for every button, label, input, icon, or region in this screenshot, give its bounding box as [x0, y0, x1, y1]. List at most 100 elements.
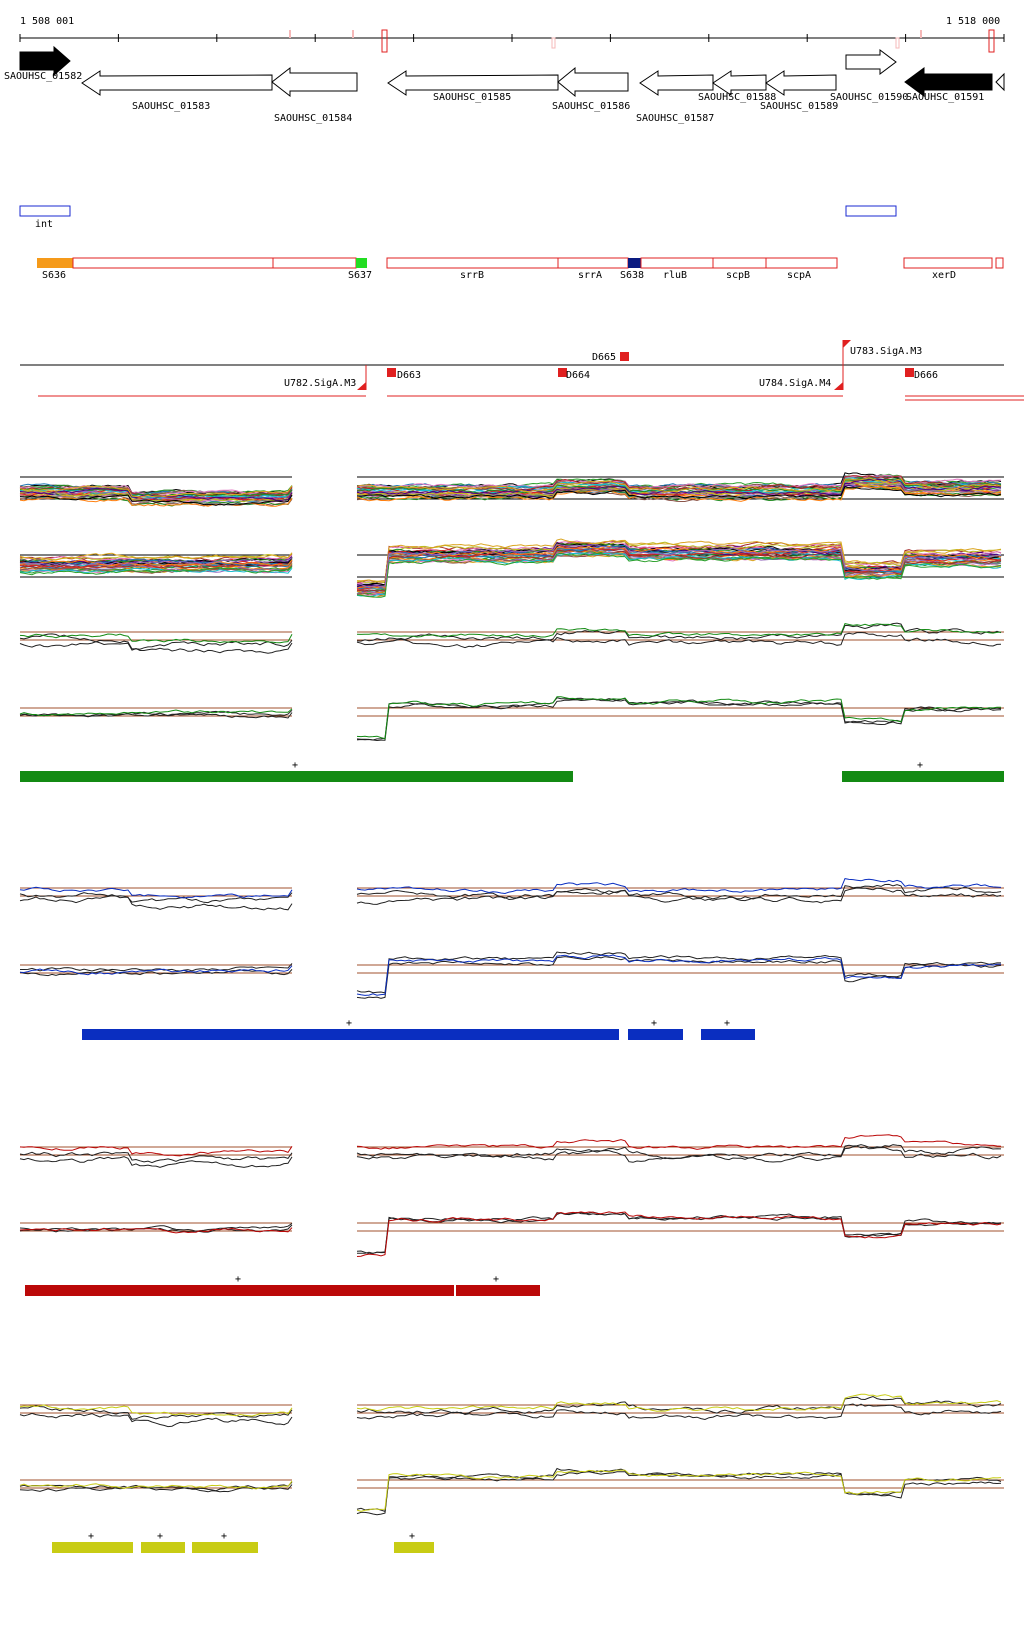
gene-arrow[interactable] [557, 66, 629, 98]
condition-profile-panel [19, 1134, 1004, 1257]
profile-trace [356, 544, 1002, 590]
condition-profile-panel [19, 1393, 1004, 1516]
profile-trace [356, 552, 1002, 598]
promoter-flag[interactable] [620, 352, 629, 361]
condition-bar[interactable] [394, 1542, 434, 1553]
condition-bar[interactable] [192, 1542, 258, 1553]
profile-trace [356, 538, 1002, 582]
profile-trace [356, 697, 1002, 742]
condition-profile-panel [19, 878, 1004, 999]
profile-trace [19, 1480, 293, 1490]
profile-trace [19, 892, 293, 904]
profile-trace [356, 552, 1002, 598]
profile-trace [19, 484, 293, 495]
segment-box[interactable] [37, 258, 73, 268]
profile-trace [356, 1211, 1001, 1254]
gene-arrow[interactable] [271, 66, 358, 98]
segment-label: S638 [620, 270, 644, 281]
segment-box[interactable] [386, 257, 559, 269]
profile-trace [19, 1156, 293, 1168]
segment-box[interactable] [995, 257, 1004, 269]
segment-label: xerD [932, 270, 956, 281]
gene-arrow[interactable] [639, 70, 714, 96]
promoter-flag[interactable] [834, 382, 843, 390]
ruler-end-label: 1 518 000 [946, 16, 1000, 27]
plus-marker: + [235, 1274, 241, 1285]
profile-trace [20, 963, 293, 972]
gene-arrow[interactable] [19, 45, 71, 77]
profile-trace [356, 956, 1002, 999]
segment-box[interactable] [272, 257, 357, 269]
plus-marker: + [221, 1531, 227, 1542]
annotation-box[interactable] [845, 205, 897, 217]
segment-box[interactable] [628, 258, 641, 268]
condition-bar[interactable] [82, 1029, 619, 1040]
condition-bar[interactable] [456, 1285, 540, 1296]
gene-arrow[interactable] [712, 70, 767, 96]
promoter-flag[interactable] [905, 368, 914, 377]
profile-trace [19, 886, 293, 899]
segment-box[interactable] [557, 257, 629, 269]
profile-trace [19, 552, 293, 561]
ruler-red-marks [289, 29, 995, 53]
plus-marker: + [292, 760, 298, 771]
segment-box[interactable] [765, 257, 838, 269]
gene-arrow[interactable] [765, 70, 837, 96]
segment-box[interactable] [903, 257, 993, 269]
profile-trace [19, 1484, 293, 1493]
profile-trace [356, 475, 1002, 492]
segment-box[interactable] [712, 257, 767, 269]
gene-label: SAOUHSC_01589 [760, 101, 838, 112]
profile-trace [19, 487, 293, 502]
profile-trace [356, 631, 1002, 649]
gene-label: SAOUHSC_01587 [636, 113, 714, 124]
promoter-flag[interactable] [843, 340, 851, 348]
profile-trace [19, 494, 293, 506]
gene-label: SAOUHSC_01588 [698, 92, 776, 103]
profile-trace [19, 1227, 293, 1234]
profile-trace [356, 954, 1001, 996]
profile-trace [19, 1151, 293, 1164]
condition-bar[interactable] [52, 1542, 133, 1553]
profile-trace [356, 696, 1002, 740]
segment-box[interactable] [356, 258, 367, 268]
condition-bar[interactable] [842, 771, 1004, 782]
red-condition-bars: + + [25, 1274, 540, 1296]
promoter-label: U784.SigA.M4 [759, 378, 831, 389]
profile-trace [356, 481, 1002, 500]
gene-arrow[interactable] [387, 70, 559, 96]
annotation-box[interactable] [19, 205, 71, 217]
gene-arrow[interactable] [845, 49, 897, 75]
profile-trace [19, 633, 293, 650]
condition-bar[interactable] [20, 771, 573, 782]
profile-trace [19, 969, 293, 977]
gene-arrow[interactable] [995, 72, 1005, 92]
plus-marker: + [493, 1274, 499, 1285]
ruler-start-label: 1 508 001 [20, 16, 74, 27]
gene-arrow[interactable] [81, 70, 273, 96]
condition-bar[interactable] [141, 1542, 185, 1553]
condition-bar[interactable] [628, 1029, 683, 1040]
profile-trace [19, 1146, 293, 1157]
promoter-flag[interactable] [558, 368, 567, 377]
profile-trace [356, 543, 1002, 588]
condition-bar[interactable] [25, 1285, 454, 1296]
segment-box[interactable] [640, 257, 714, 269]
profile-trace [356, 1211, 1002, 1257]
condition-bar[interactable] [701, 1029, 755, 1040]
promoter-flag[interactable] [387, 368, 396, 377]
gene-arrow[interactable] [904, 67, 993, 97]
expression-profiles [19, 472, 1004, 1516]
profile-trace [356, 540, 1002, 585]
profile-trace [19, 559, 293, 567]
segment-label: srrB [460, 270, 484, 281]
promoter-flag[interactable] [357, 382, 366, 390]
plus-marker: + [917, 760, 923, 771]
profile-trace [19, 566, 293, 576]
gene-label: SAOUHSC_01585 [433, 92, 511, 103]
segment-box[interactable] [72, 257, 274, 269]
plus-marker: + [88, 1531, 94, 1542]
profile-trace [19, 492, 293, 506]
green-condition-bars: + + [20, 760, 1004, 782]
profile-trace [356, 883, 1002, 900]
